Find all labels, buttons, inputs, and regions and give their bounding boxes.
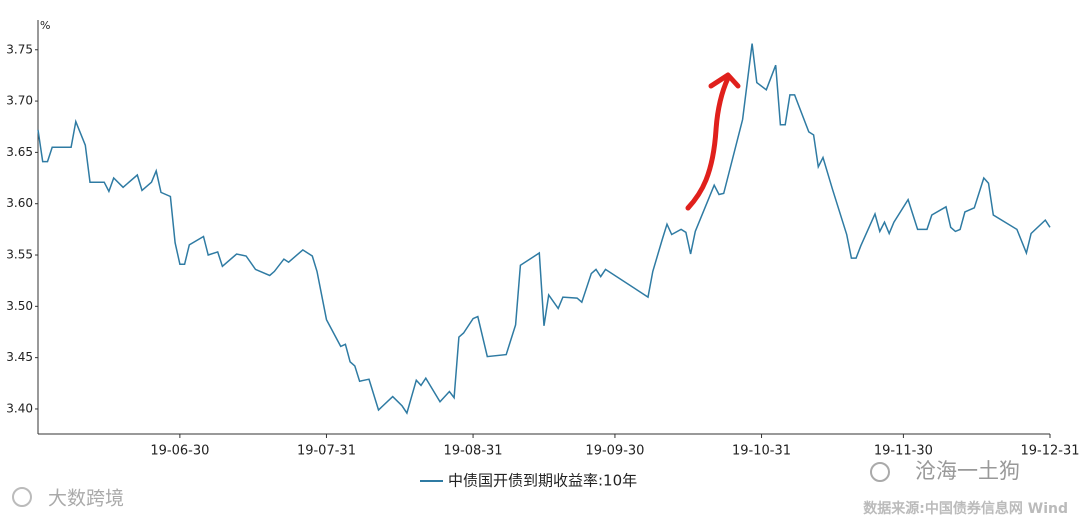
y-tick-label: 3.60 bbox=[6, 196, 33, 210]
arrowhead bbox=[708, 72, 741, 89]
watermark-icon bbox=[870, 462, 890, 482]
legend-label: 中债国开债到期收益率:10年 bbox=[448, 472, 637, 490]
x-tick-label: 19-07-31 bbox=[297, 444, 356, 459]
line bbox=[37, 43, 1051, 415]
x-tick-label: 19-12-31 bbox=[1020, 444, 1079, 459]
x-tick-label: 19-10-31 bbox=[732, 444, 791, 459]
y-tick-label: 3.45 bbox=[6, 350, 33, 364]
y-tick-label: 3.75 bbox=[6, 42, 33, 56]
y-tick-label: 3.40 bbox=[6, 401, 33, 415]
y-tick-label: 3.50 bbox=[6, 299, 33, 313]
x-tick-label: 19-06-30 bbox=[150, 444, 209, 459]
source: 数据来源:中国债券信息网 Wind bbox=[863, 500, 1068, 517]
watermark: 沧海一土狗 bbox=[915, 459, 1020, 483]
y-tick-label: 3.70 bbox=[6, 94, 33, 108]
x-tick-label: 19-08-31 bbox=[444, 444, 503, 459]
y-axis-label: % bbox=[40, 19, 50, 32]
y-tick-label: 3.65 bbox=[6, 145, 33, 159]
watermark: 大数跨境 bbox=[48, 488, 124, 510]
y-tick-label: 3.55 bbox=[6, 248, 33, 262]
x-tick-label: 19-09-30 bbox=[585, 444, 644, 459]
x-tick-label: 19-11-30 bbox=[874, 444, 933, 459]
arrow bbox=[685, 75, 731, 211]
watermark-icon bbox=[12, 487, 32, 507]
